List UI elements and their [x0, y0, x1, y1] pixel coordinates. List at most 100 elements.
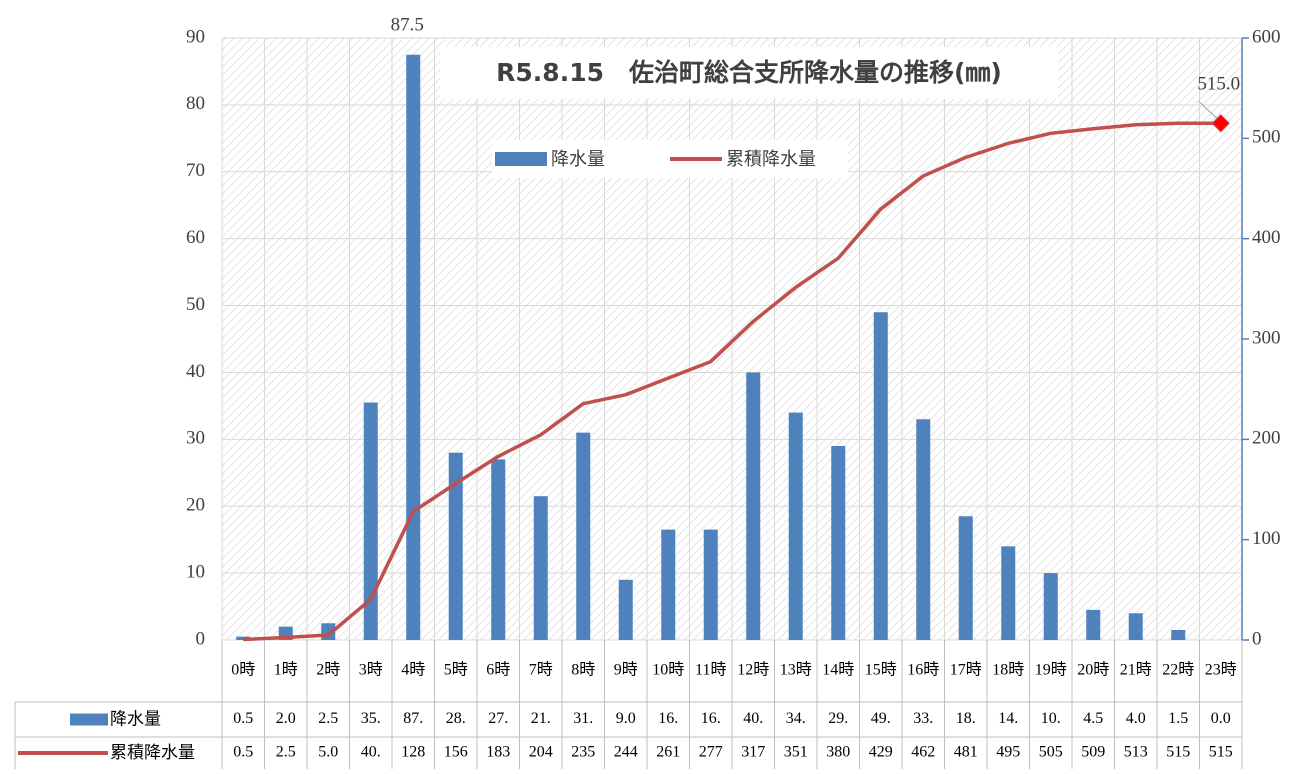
data-label: 87.5 — [391, 14, 424, 35]
table-cell: 481 — [954, 744, 978, 761]
table-cell: 28. — [446, 710, 466, 727]
table-cell: 235 — [571, 744, 595, 761]
x-tick-label: 15時 — [865, 661, 897, 679]
table-cell: 462 — [911, 744, 935, 761]
table-cell: 509 — [1081, 744, 1105, 761]
x-tick-label: 12時 — [737, 661, 769, 679]
y2-tick-label: 400 — [1252, 227, 1281, 248]
x-tick-label: 6時 — [486, 661, 510, 679]
table-cell: 204 — [529, 744, 553, 761]
x-tick-label: 13時 — [780, 661, 812, 679]
leader-line — [1198, 100, 1218, 119]
y-tick-label: 80 — [186, 93, 205, 114]
y-tick-label: 0 — [196, 628, 206, 649]
table-cell: 35. — [361, 710, 381, 727]
bar — [363, 402, 378, 640]
table-cell: 2.5 — [318, 710, 338, 727]
y2-tick-label: 200 — [1252, 428, 1281, 449]
x-tick-label: 1時 — [274, 661, 298, 679]
bar — [1001, 546, 1016, 640]
x-tick-label: 8時 — [571, 661, 595, 679]
y-tick-label: 30 — [186, 428, 205, 449]
table-cell: 10. — [1041, 710, 1061, 727]
marker — [1211, 114, 1230, 133]
y2-tick-label: 100 — [1252, 528, 1281, 549]
x-tick-label: 23時 — [1205, 661, 1237, 679]
table-cell: 87. — [403, 710, 423, 727]
x-tick-label: 3時 — [359, 661, 383, 679]
table-cell: 2.5 — [276, 744, 296, 761]
table-cell: 515 — [1166, 744, 1190, 761]
bar — [703, 529, 718, 640]
table-cell: 29. — [828, 710, 848, 727]
table-cell: 14. — [998, 710, 1018, 727]
line — [243, 121, 1221, 642]
table-cell: 128 — [401, 744, 425, 761]
table-cell: 9.0 — [616, 710, 636, 727]
legend-label: 降水量 — [551, 149, 605, 170]
table-cell: 317 — [741, 744, 765, 761]
table-cell: 156 — [444, 744, 468, 761]
table-row-label: 累積降水量 — [110, 743, 195, 763]
table-cell: 2.0 — [276, 710, 296, 727]
table-cell: 244 — [614, 744, 638, 761]
table-cell: 261 — [656, 744, 680, 761]
table-cell: 0.5 — [233, 710, 253, 727]
bar — [533, 496, 548, 640]
title-box — [440, 47, 1058, 99]
table-cell: 40. — [361, 744, 381, 761]
bar — [406, 54, 421, 640]
table-cell: 429 — [869, 744, 893, 761]
table-cell: 0.5 — [233, 744, 253, 761]
x-tick-label: 18時 — [992, 661, 1024, 679]
x-tick-label: 10時 — [652, 661, 684, 679]
x-tick-label: 11時 — [695, 661, 726, 679]
bar — [1171, 629, 1186, 640]
x-tick-label: 5時 — [444, 661, 468, 679]
legend-swatch — [495, 152, 547, 166]
y2-tick-label: 300 — [1252, 327, 1281, 348]
bar — [958, 516, 973, 640]
table-cell: 513 — [1124, 744, 1148, 761]
table-cell: 27. — [488, 710, 508, 727]
table-cell: 40. — [743, 710, 763, 727]
table-cell: 21. — [531, 710, 551, 727]
x-tick-label: 21時 — [1120, 661, 1152, 679]
x-tick-label: 2時 — [316, 661, 340, 679]
bar — [448, 452, 463, 640]
bar — [916, 419, 931, 640]
bar — [1086, 609, 1101, 640]
y-tick-label: 10 — [186, 561, 205, 582]
bar — [746, 372, 761, 640]
table-cell: 1.5 — [1168, 710, 1188, 727]
x-tick-label: 22時 — [1162, 661, 1194, 679]
table-cell: 351 — [784, 744, 808, 761]
bar — [491, 459, 506, 640]
table-cell: 5.0 — [318, 744, 338, 761]
y-tick-label: 20 — [186, 495, 205, 516]
table-cell: 515 — [1209, 744, 1233, 761]
table-cell: 0.0 — [1211, 710, 1231, 727]
x-tick-label: 14時 — [822, 661, 854, 679]
bar — [661, 529, 676, 640]
x-tick-label: 4時 — [401, 661, 425, 679]
table-cell: 380 — [826, 744, 850, 761]
table-cell: 31. — [573, 710, 593, 727]
x-tick-label: 16時 — [907, 661, 939, 679]
table-cell: 495 — [996, 744, 1020, 761]
bar — [1128, 613, 1143, 640]
bar — [831, 446, 846, 640]
x-tick-label: 7時 — [529, 661, 553, 679]
table-cell: 34. — [786, 710, 806, 727]
x-tick-label: 9時 — [614, 661, 638, 679]
y2-tick-label: 0 — [1252, 628, 1262, 649]
table-cell: 4.5 — [1083, 710, 1103, 727]
legend-label: 累積降水量 — [726, 149, 816, 170]
data-label: 515.0 — [1197, 74, 1240, 95]
table-cell: 18. — [956, 710, 976, 727]
table-cell: 33. — [913, 710, 933, 727]
bar — [788, 412, 803, 640]
y-tick-label: 50 — [186, 294, 205, 315]
y2-tick-label: 600 — [1252, 26, 1281, 47]
